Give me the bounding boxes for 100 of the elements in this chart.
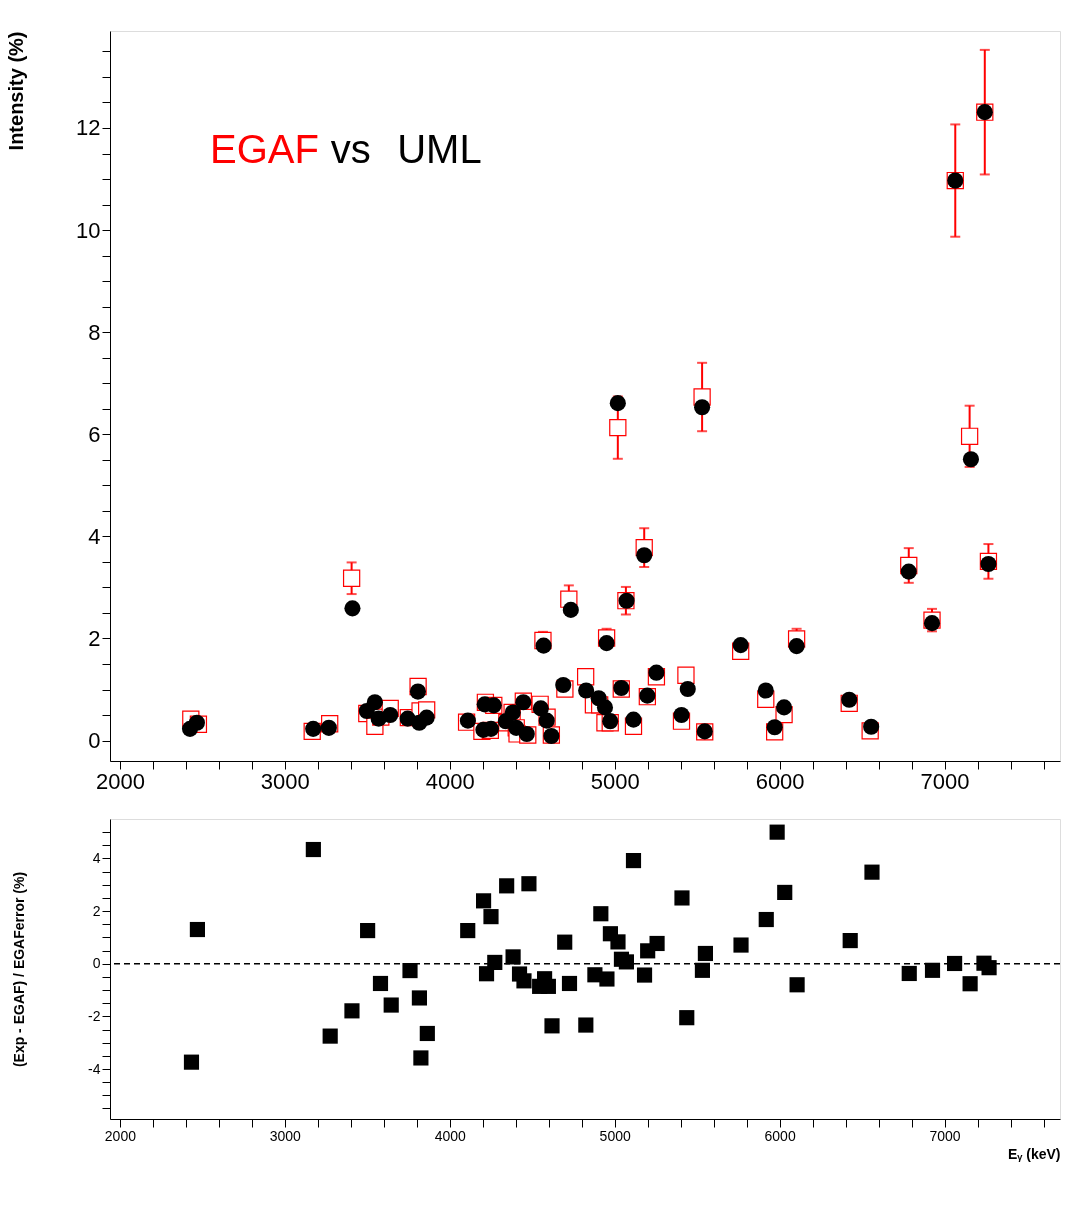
y-tick-label: -4 [88, 1060, 101, 1077]
point [499, 878, 515, 894]
point [733, 937, 749, 953]
point [419, 1025, 435, 1042]
point [598, 635, 615, 652]
point [648, 664, 665, 681]
point [418, 709, 435, 726]
point [578, 682, 595, 699]
point [561, 975, 578, 992]
point [789, 977, 805, 993]
point [769, 824, 785, 840]
point [320, 719, 337, 736]
point [766, 719, 783, 736]
point [344, 600, 361, 617]
point [610, 934, 626, 950]
text: EGAF [210, 127, 319, 171]
point [382, 707, 399, 724]
y-axis-title: (Exp - EGAF) / EGAFerror (%) [10, 871, 27, 1068]
point [674, 890, 690, 906]
point [372, 975, 389, 992]
point [383, 997, 399, 1013]
point [901, 965, 917, 982]
point [366, 694, 383, 711]
point [578, 1017, 594, 1033]
x-tick-label: 7000 [920, 768, 970, 794]
point [609, 395, 626, 412]
y-tick-label: 8 [88, 319, 101, 345]
point [460, 923, 476, 939]
point [342, 569, 361, 587]
point [863, 718, 880, 735]
point [505, 949, 521, 965]
point [577, 668, 595, 686]
point [649, 935, 665, 952]
point [189, 921, 205, 938]
point [962, 451, 979, 468]
x-tick-label: 5000 [590, 768, 640, 794]
point [596, 699, 614, 716]
x-axis-title: Eᵧ (keV) [1007, 1145, 1061, 1162]
point [540, 978, 556, 994]
point [776, 699, 793, 716]
x-tick-label: 7000 [929, 1127, 961, 1144]
point [732, 637, 749, 654]
point [487, 954, 503, 970]
y-tick-label: 10 [76, 217, 101, 243]
point [344, 1003, 360, 1019]
point [538, 712, 555, 729]
point [960, 427, 979, 445]
point [557, 934, 573, 950]
point [924, 962, 941, 978]
point [305, 841, 321, 858]
point [483, 909, 499, 925]
point [625, 711, 642, 728]
point [962, 976, 978, 992]
point [609, 418, 627, 437]
x-tick-label: 4000 [425, 768, 475, 794]
y-tick-label: -2 [88, 1007, 101, 1024]
point [544, 1018, 560, 1034]
point [694, 399, 711, 416]
point [679, 1010, 695, 1026]
x-tick-label: 2000 [95, 768, 145, 794]
point [305, 720, 322, 737]
point [402, 963, 418, 979]
point [625, 853, 642, 869]
point [981, 960, 997, 976]
annotation: vs [330, 127, 371, 171]
x-tick-label: 2000 [104, 1127, 137, 1144]
point [411, 990, 427, 1006]
point [864, 864, 880, 880]
point [516, 973, 532, 989]
y-tick-label: 0 [92, 955, 101, 972]
y-tick-label: 4 [88, 523, 101, 549]
point [532, 700, 549, 717]
point [694, 962, 711, 978]
x-tick-label: 4000 [434, 1127, 467, 1144]
x-tick-label: 3000 [260, 768, 310, 794]
point [923, 615, 941, 632]
text: UML [397, 127, 482, 171]
y-axis-title: Intensity (%) [4, 31, 27, 151]
point [183, 1054, 200, 1070]
y-tick-label: 2 [88, 625, 101, 651]
point [842, 933, 858, 949]
point [322, 1028, 338, 1044]
point [562, 601, 579, 618]
point [947, 955, 963, 972]
x-tick-label: 6000 [764, 1127, 796, 1144]
point [413, 1050, 429, 1066]
point [777, 884, 793, 900]
point [593, 906, 609, 922]
point [697, 945, 713, 962]
point [757, 682, 774, 699]
point [409, 683, 426, 700]
y-tick-label: 12 [76, 115, 101, 141]
point [555, 676, 572, 693]
point [841, 691, 858, 708]
point [758, 911, 774, 928]
point [535, 637, 552, 654]
x-tick-label: 6000 [755, 768, 805, 794]
point [900, 563, 917, 580]
point [788, 638, 805, 655]
y-tick-label: 6 [88, 421, 101, 447]
